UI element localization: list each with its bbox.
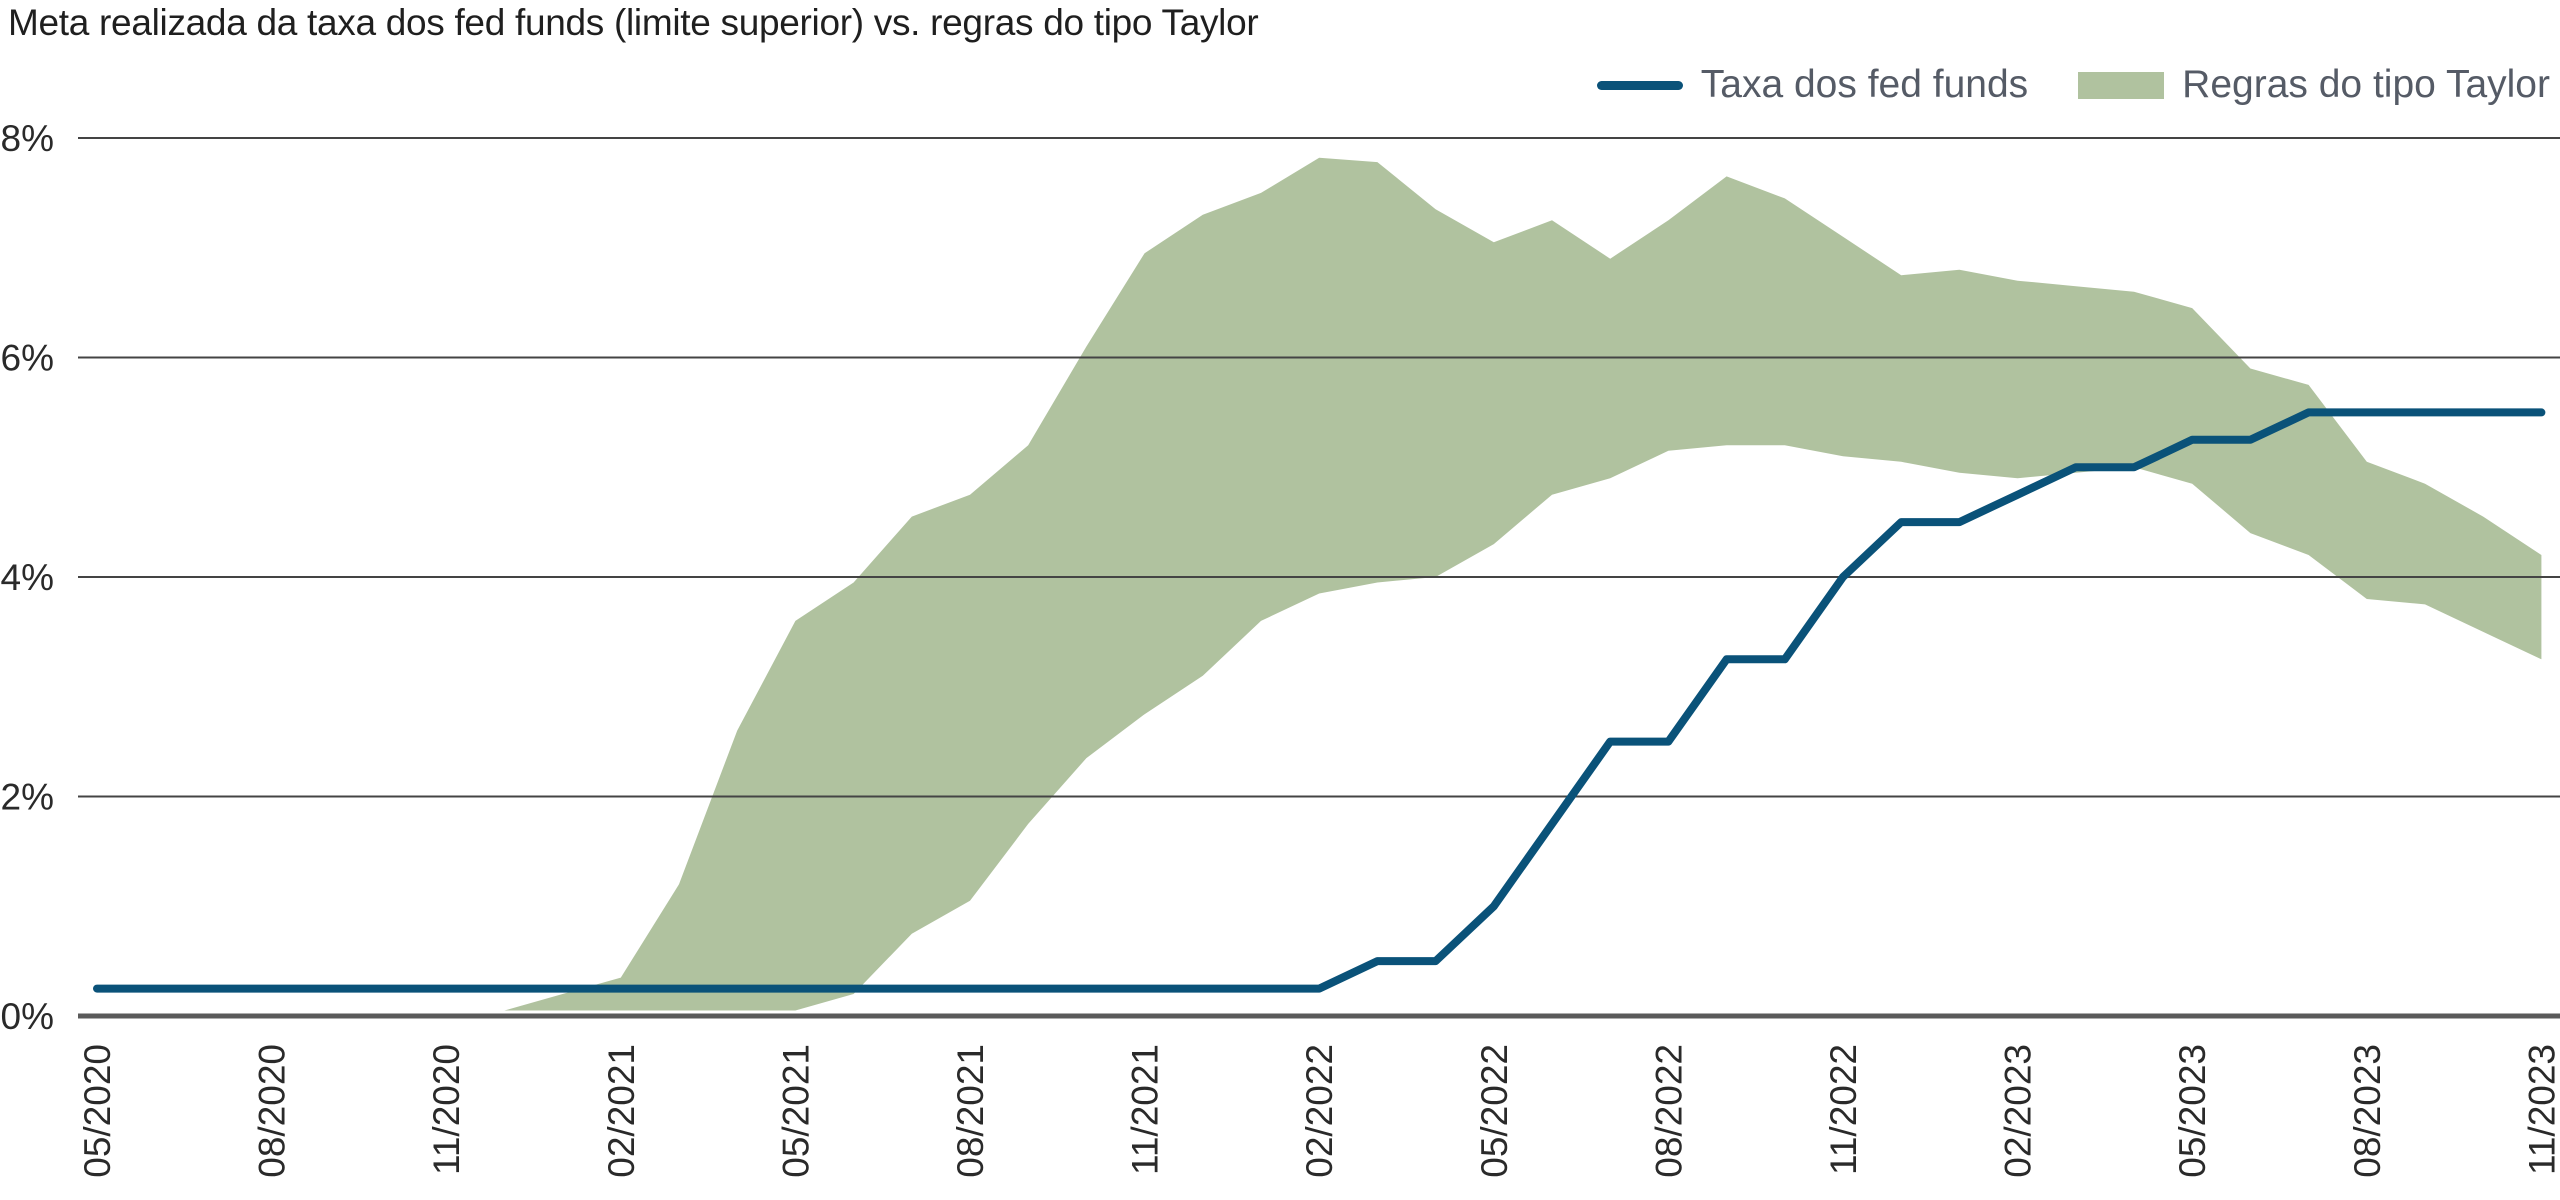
- legend-label-taylor: Regras do tipo Taylor: [2182, 63, 2550, 106]
- x-tick-label: 02/2021: [601, 1044, 642, 1178]
- x-tick-label: 05/2022: [1474, 1044, 1515, 1178]
- y-tick-label: 0%: [1, 996, 54, 1037]
- y-tick-label: 8%: [1, 118, 54, 159]
- x-tick-label: 02/2023: [1998, 1044, 2039, 1178]
- taylor-band-area: [504, 157, 2542, 1011]
- chart-title: Meta realizada da taxa dos fed funds (li…: [8, 2, 1259, 43]
- x-tick-label: 08/2022: [1648, 1044, 1689, 1178]
- legend-line-swatch: [1596, 80, 1683, 90]
- y-tick-label: 6%: [1, 338, 54, 379]
- x-tick-label: 02/2022: [1299, 1044, 1340, 1178]
- legend-item-taylor: Regras do tipo Taylor: [2028, 63, 2550, 107]
- y-tick-label: 4%: [1, 557, 54, 598]
- grid-layer: [78, 137, 2560, 1019]
- y-tick-label: 2%: [1, 777, 54, 818]
- y-tick-layer: 0% 2% 4% 6% 8%: [1, 118, 54, 1037]
- x-tick-layer: 05/2020 08/2020 11/2020 02/2021 05/2021 08/20…: [77, 1044, 2560, 1178]
- x-tick-label: 08/2021: [950, 1044, 991, 1178]
- x-tick-label: 11/2023: [2521, 1044, 2560, 1175]
- x-tick-label: 05/2020: [77, 1044, 118, 1178]
- x-tick-label: 05/2023: [2172, 1044, 2213, 1178]
- x-tick-label: 11/2020: [426, 1044, 467, 1175]
- legend-item-fed-funds: Taxa dos fed funds: [1596, 63, 2029, 107]
- x-tick-label: 08/2020: [252, 1044, 293, 1178]
- x-tick-label: 05/2021: [775, 1044, 816, 1178]
- x-tick-label: 08/2023: [2347, 1044, 2388, 1178]
- fed-funds-line: [93, 408, 2546, 993]
- x-tick-label: 11/2021: [1125, 1044, 1166, 1175]
- legend-area-swatch: [2078, 71, 2165, 99]
- x-tick-label: 11/2022: [1823, 1044, 1864, 1175]
- legend-label-fed-funds: Taxa dos fed funds: [1700, 63, 2029, 106]
- band-layer: [504, 157, 2542, 1011]
- legend: Taxa dos fed funds Regras do tipo Taylor: [1596, 55, 2550, 115]
- line-layer: [93, 408, 2546, 993]
